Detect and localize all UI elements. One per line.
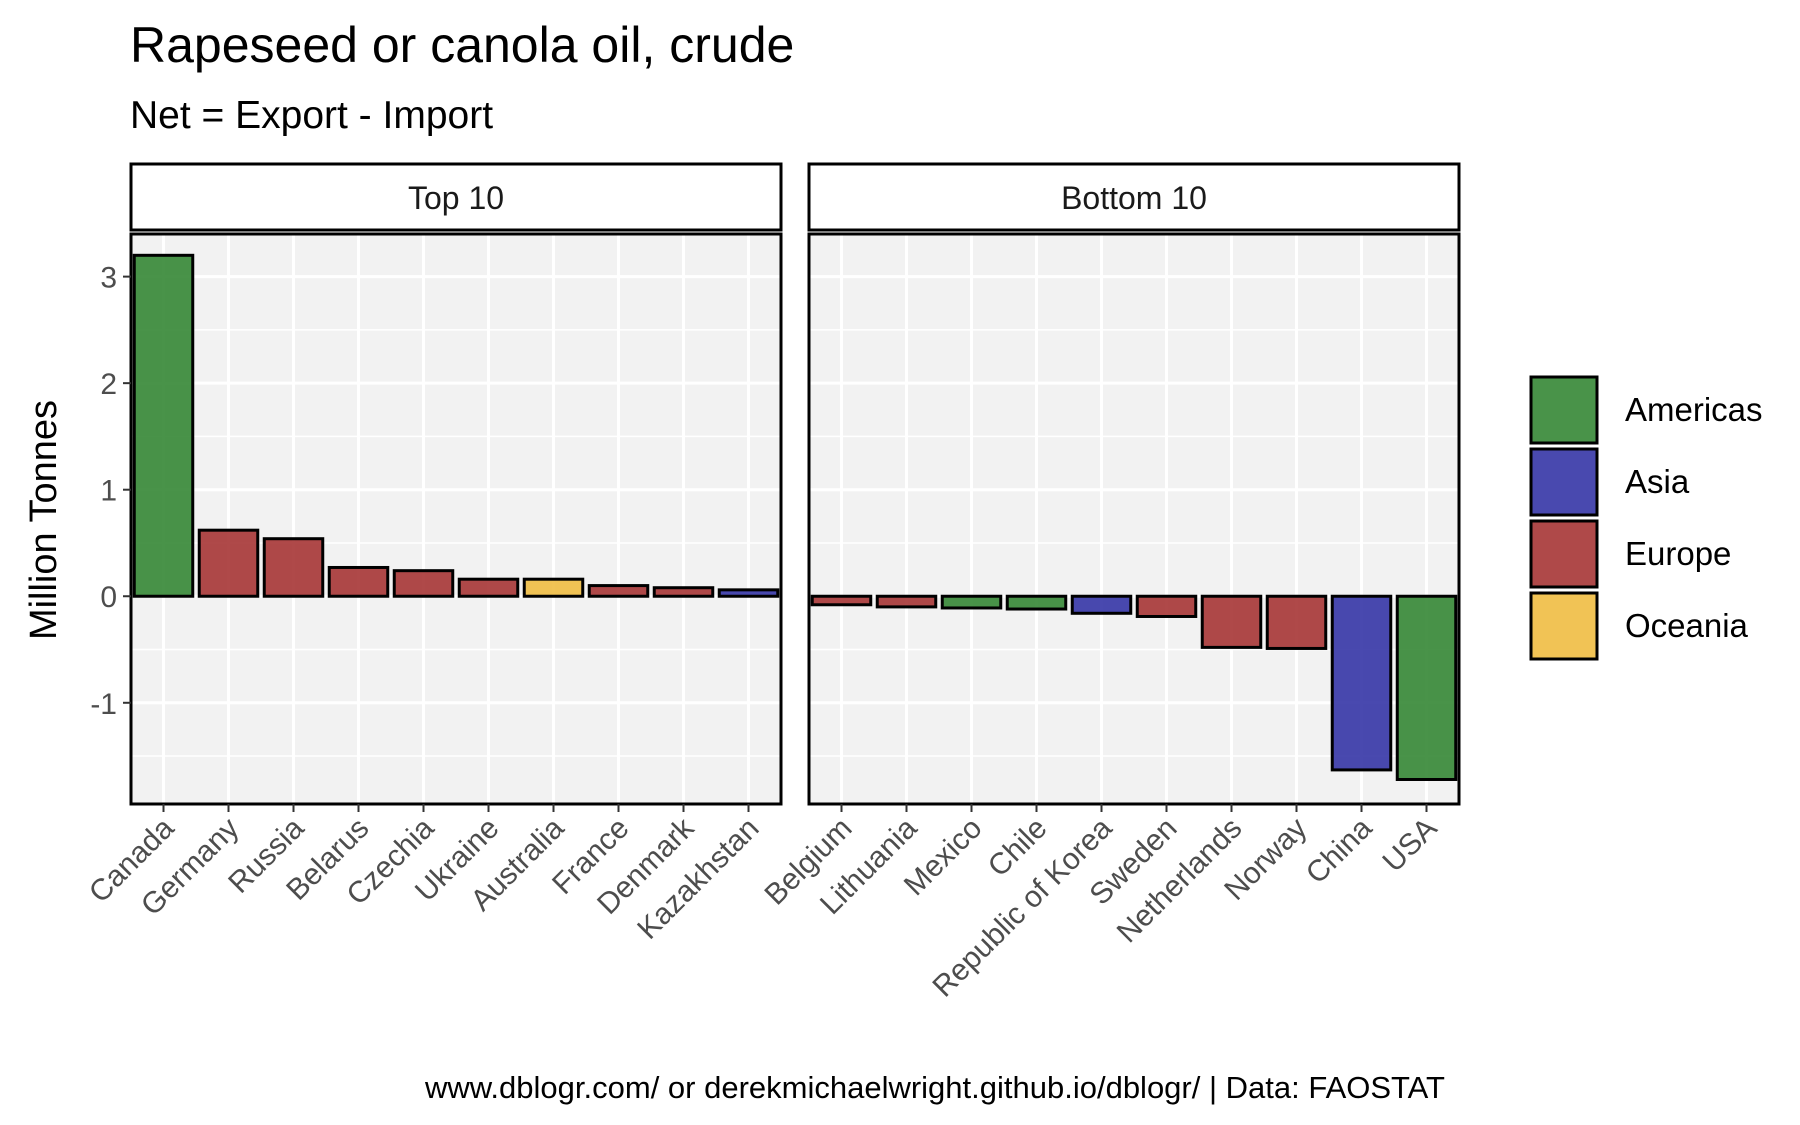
legend: Americas Asia Europe Oceania — [1529, 375, 1763, 661]
y-tick-label: 0 — [100, 581, 117, 614]
bar-republic-of-korea — [1070, 594, 1133, 615]
panel-bottom-10: Bottom 10BelgiumLithuaniaMexicoChileRepu… — [758, 162, 1461, 1004]
bar-russia — [262, 537, 325, 598]
legend-label-europe: Europe — [1625, 535, 1731, 572]
facet-strip-label: Bottom 10 — [1061, 180, 1207, 216]
bar-belarus — [327, 565, 390, 598]
y-axis-title: Million Tonnes — [23, 400, 65, 640]
facet-strip — [129, 162, 783, 232]
bar-china — [1330, 594, 1393, 772]
legend-key-americas — [1529, 375, 1599, 445]
caption: www.dblogr.com/ or derekmichaelwright.gi… — [424, 1070, 1445, 1105]
bar-denmark — [652, 586, 715, 598]
bar-ukraine — [457, 577, 520, 598]
chart-subtitle: Net = Export - Import — [130, 94, 493, 137]
legend-key-asia — [1529, 447, 1599, 517]
bar-czechia — [392, 569, 455, 598]
y-tick-label: 1 — [100, 475, 117, 508]
legend-label-americas: Americas — [1625, 391, 1763, 428]
bar-germany — [197, 528, 260, 598]
panel-top-10: Top 10CanadaGermanyRussiaBelarusCzechiaU… — [83, 162, 783, 946]
y-tick-label: 3 — [100, 262, 117, 295]
bar-belgium — [810, 594, 873, 607]
y-tick-label: 2 — [100, 368, 117, 401]
panel-border — [807, 232, 1461, 806]
bar-chile — [1005, 594, 1068, 611]
y-tick-label: -1 — [90, 688, 117, 721]
facet-panels: Top 10CanadaGermanyRussiaBelarusCzechiaU… — [83, 162, 1461, 1004]
bar-france — [587, 584, 650, 598]
bar-kazakhstan — [717, 588, 780, 598]
bar-canada — [132, 253, 195, 598]
bar-usa — [1395, 594, 1458, 781]
x-tick-label: USA — [1376, 812, 1443, 879]
bar-lithuania — [875, 594, 938, 609]
panel-border — [129, 232, 783, 806]
chart-title: Rapeseed or canola oil, crude — [130, 17, 794, 73]
x-tick-label: China — [1300, 811, 1379, 890]
legend-label-oceania: Oceania — [1625, 607, 1749, 644]
facet-strip — [807, 162, 1461, 232]
legend-key-europe — [1529, 519, 1599, 589]
panel-background — [131, 234, 781, 804]
bar-australia — [522, 577, 585, 598]
bar-netherlands — [1200, 594, 1263, 649]
bar-norway — [1265, 594, 1328, 650]
bar-sweden — [1135, 594, 1198, 618]
bar-mexico — [940, 594, 1003, 610]
legend-label-asia: Asia — [1625, 463, 1690, 500]
legend-key-oceania — [1529, 591, 1599, 661]
facet-strip-label: Top 10 — [408, 180, 504, 216]
